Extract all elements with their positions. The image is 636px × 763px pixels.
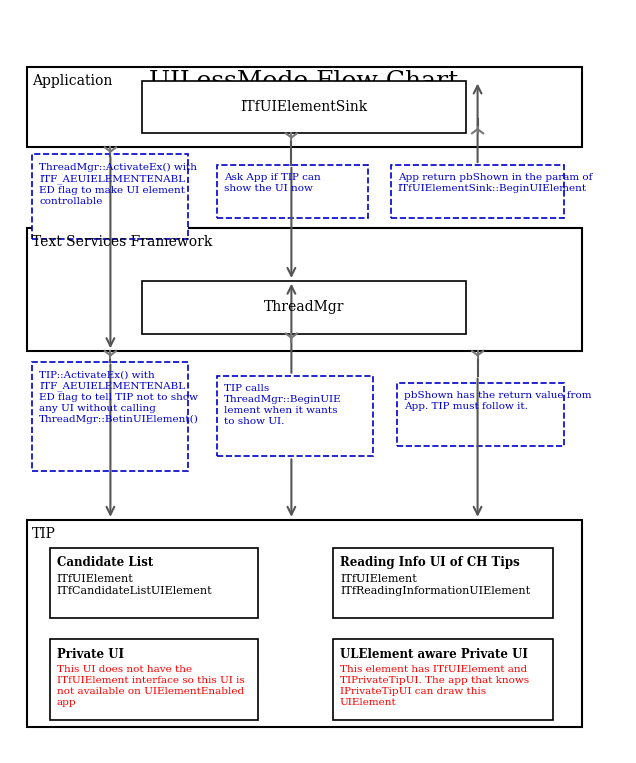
FancyBboxPatch shape <box>142 281 466 333</box>
FancyBboxPatch shape <box>333 639 553 720</box>
Text: Ask App if TIP can
show the UI now: Ask App if TIP can show the UI now <box>225 173 321 194</box>
Text: ITfUIElementSink: ITfUIElementSink <box>240 100 368 114</box>
Text: ThreadMgr::ActivateEx() with
ITF_AEUIELEMENTENABL
ED flag to make UI element
con: ThreadMgr::ActivateEx() with ITF_AEUIELE… <box>39 163 197 206</box>
Text: This element has ITfUIElement and
TIPrivateTipUI. The app that knows
IPrivateTip: This element has ITfUIElement and TIPriv… <box>340 665 529 707</box>
Text: TIP: TIP <box>32 526 56 541</box>
FancyBboxPatch shape <box>32 154 188 239</box>
Text: This UI does not have the
ITfUIElement interface so this UI is
not available on : This UI does not have the ITfUIElement i… <box>57 665 244 707</box>
FancyBboxPatch shape <box>50 639 258 720</box>
FancyBboxPatch shape <box>50 548 258 618</box>
FancyBboxPatch shape <box>27 520 582 727</box>
Text: ThreadMgr: ThreadMgr <box>264 300 344 314</box>
FancyBboxPatch shape <box>32 362 188 471</box>
Text: Application: Application <box>32 73 113 88</box>
FancyBboxPatch shape <box>27 228 582 351</box>
FancyBboxPatch shape <box>397 383 564 446</box>
FancyBboxPatch shape <box>218 165 368 217</box>
Text: TIP calls
ThreadMgr::BeginUIE
lement when it wants
to show UI.: TIP calls ThreadMgr::BeginUIE lement whe… <box>225 384 342 427</box>
Text: ITfUIElement
ITfCandidateListUIElement: ITfUIElement ITfCandidateListUIElement <box>57 574 212 596</box>
Text: UILessMode Flow Chart: UILessMode Flow Chart <box>149 70 459 93</box>
FancyBboxPatch shape <box>27 66 582 147</box>
FancyBboxPatch shape <box>391 165 564 217</box>
Text: Private UI: Private UI <box>57 648 123 661</box>
FancyBboxPatch shape <box>142 81 466 134</box>
Text: ULElement aware Private UI: ULElement aware Private UI <box>340 648 528 661</box>
FancyBboxPatch shape <box>333 548 553 618</box>
Text: pbShown has the return value from
App. TIP must follow it.: pbShown has the return value from App. T… <box>404 391 591 411</box>
Text: TIP::ActivateEx() with
ITF_AEUIELEMENTENABL
ED flag to tell TIP not to show
any : TIP::ActivateEx() with ITF_AEUIELEMENTEN… <box>39 370 199 424</box>
Text: App return pbShown in the param of
ITfUIElementSink::BeginUIElement: App return pbShown in the param of ITfUI… <box>398 173 592 194</box>
Text: Candidate List: Candidate List <box>57 556 153 569</box>
Text: Text Services Framework: Text Services Framework <box>32 235 212 250</box>
Text: Reading Info UI of CH Tips: Reading Info UI of CH Tips <box>340 556 520 569</box>
Text: ITfUIElement
ITfReadingInformationUIElement: ITfUIElement ITfReadingInformationUIElem… <box>340 574 530 596</box>
FancyBboxPatch shape <box>218 375 373 456</box>
